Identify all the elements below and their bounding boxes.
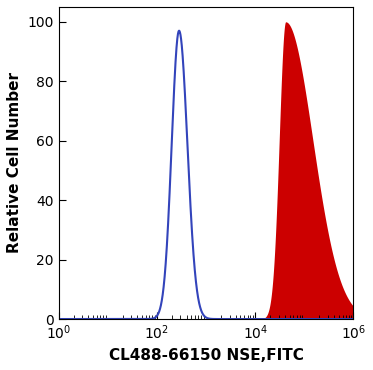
Y-axis label: Relative Cell Number: Relative Cell Number [7, 73, 22, 253]
X-axis label: CL488-66150 NSE,FITC: CL488-66150 NSE,FITC [109, 348, 304, 363]
